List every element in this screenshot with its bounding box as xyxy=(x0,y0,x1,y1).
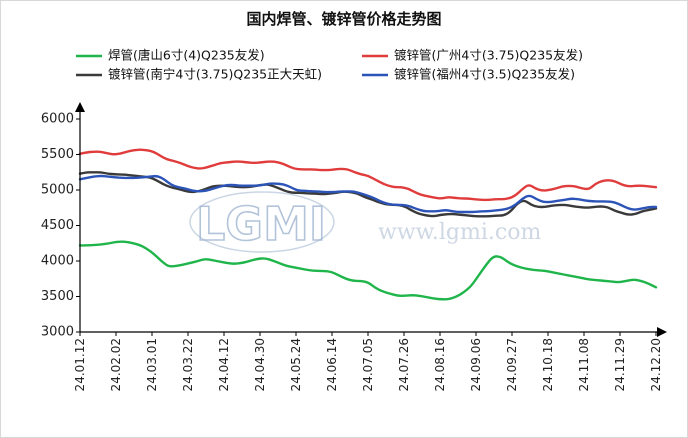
y-tick-label: 5500 xyxy=(41,147,74,162)
y-tick-label: 4500 xyxy=(41,218,74,233)
legend: 焊管(唐山6寸(4)Q235友发) 镀锌管(广州4寸(3.75)Q235友发) 镀锌… xyxy=(76,48,583,82)
y-tick-label: 3500 xyxy=(41,289,74,304)
lgmi-logo: LGMI xyxy=(189,191,335,253)
x-tick-label: 24.07.05 xyxy=(361,338,375,391)
x-axis-ticks: 24.01.12 24.02.02 24.03.01 24.03.22 24.04.12… xyxy=(73,332,663,391)
chart-title: 国内焊管、镀锌管价格走势图 xyxy=(246,10,441,28)
x-tick-label: 24.12.20 xyxy=(649,338,663,391)
legend-label-2: 镀锌管(广州4寸(3.75)Q235友发) xyxy=(394,48,583,63)
series-layer xyxy=(78,148,658,301)
x-tick-label: 24.02.02 xyxy=(109,338,123,391)
watermark-logo-text: LGMI xyxy=(196,197,326,251)
x-tick-label: 24.01.12 xyxy=(73,338,87,391)
x-tick-label: 24.11.08 xyxy=(577,338,591,391)
y-tick-label: 6000 xyxy=(41,112,74,127)
x-tick-label: 24.09.27 xyxy=(505,338,519,391)
series-line-4 xyxy=(78,174,658,214)
x-tick-label: 24.04.30 xyxy=(253,338,267,391)
watermark-url: www.lgmi.com xyxy=(378,220,541,245)
x-tick-label: 24.05.24 xyxy=(289,338,303,391)
x-tick-label: 24.07.26 xyxy=(397,338,411,391)
y-axis-arrow xyxy=(75,102,85,112)
x-tick-label: 24.08.16 xyxy=(433,338,447,391)
legend-label-4: 镀锌管(福州4寸(3.5)Q235友发) xyxy=(394,67,575,82)
y-tick-label: 4000 xyxy=(41,254,74,269)
series-line-1 xyxy=(78,240,658,301)
legend-label-3: 镀锌管(南宁4寸(3.75)Q235正大天虹) xyxy=(108,67,322,82)
x-tick-label: 24.06.14 xyxy=(325,338,339,391)
x-axis-arrow xyxy=(657,327,667,337)
x-tick-label: 24.09.06 xyxy=(469,338,483,391)
x-tick-label: 24.11.29 xyxy=(613,338,627,391)
legend-label-1: 焊管(唐山6寸(4)Q235友发) xyxy=(108,48,265,63)
y-tick-label: 5000 xyxy=(41,183,74,198)
series-line-3 xyxy=(78,171,658,218)
x-tick-label: 24.03.01 xyxy=(145,338,159,391)
y-tick-label: 3000 xyxy=(41,325,74,340)
watermark: LGMI www.lgmi.com xyxy=(189,191,541,253)
x-tick-label: 24.10.18 xyxy=(541,338,555,391)
y-axis-ticks: 3000 3500 4000 4500 5000 5500 6000 xyxy=(41,112,80,340)
x-tick-label: 24.03.22 xyxy=(181,338,195,391)
series-line-2 xyxy=(78,148,658,202)
x-tick-label: 24.04.12 xyxy=(217,338,231,391)
